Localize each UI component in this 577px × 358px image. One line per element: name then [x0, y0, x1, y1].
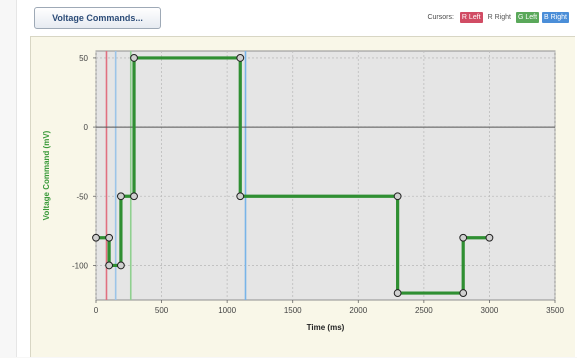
cursors-legend: Cursors: R Left R Right G Left B Right — [427, 12, 569, 23]
y-tick-label: -100 — [72, 261, 89, 270]
cursor-b-right-chip[interactable]: B Right — [542, 12, 569, 23]
x-tick-label: 0 — [94, 306, 99, 315]
cursor-g-left-chip[interactable]: G Left — [515, 12, 540, 23]
data-point-2 — [105, 261, 114, 270]
data-point-6 — [130, 54, 138, 62]
y-tick-label: -50 — [76, 192, 88, 201]
x-tick-label: 3000 — [481, 306, 499, 315]
cursor-r-left-chip[interactable]: R Left — [459, 12, 483, 23]
data-point-8 — [236, 192, 245, 201]
x-axis-title: Time (ms) — [307, 323, 345, 332]
data-point-5 — [130, 192, 138, 201]
y-tick-label: 0 — [84, 123, 89, 132]
data-point-13 — [485, 233, 494, 242]
data-point-9 — [393, 192, 402, 201]
data-point-0 — [92, 233, 100, 242]
toolbar: Voltage Commands... Cursors: R Left R Ri… — [17, 0, 577, 36]
data-point-10 — [393, 289, 402, 297]
x-tick-label: 500 — [155, 306, 169, 315]
data-point-7 — [236, 54, 245, 62]
plot-area — [95, 50, 556, 301]
x-tick-label: 3500 — [546, 306, 564, 315]
marker-layer — [92, 54, 494, 297]
x-tick-label: 1500 — [284, 306, 302, 315]
x-tick-label: 1000 — [218, 306, 236, 315]
data-point-3 — [117, 261, 125, 270]
voltage-command-panel: Voltage Commands... Cursors: R Left R Ri… — [16, 0, 577, 357]
plot-panel: 0 500 1000 1500 2000 2500 3000 3500 50 0 -50 -100 T… — [30, 36, 575, 357]
y-axis-title: Voltage Command (mV) — [42, 130, 51, 220]
data-point-11 — [459, 289, 468, 297]
voltage-commands-button[interactable]: Voltage Commands... — [34, 7, 161, 29]
x-tick-label: 2500 — [415, 306, 433, 315]
y-tick-label: 50 — [79, 54, 88, 63]
data-point-12 — [459, 233, 468, 242]
data-point-4 — [117, 192, 125, 201]
data-point-1 — [105, 233, 114, 242]
x-tick-label: 2000 — [349, 306, 367, 315]
cursor-layer — [105, 51, 247, 300]
cursors-label: Cursors: — [427, 14, 454, 21]
cursor-r-right-chip[interactable]: R Right — [485, 12, 513, 23]
